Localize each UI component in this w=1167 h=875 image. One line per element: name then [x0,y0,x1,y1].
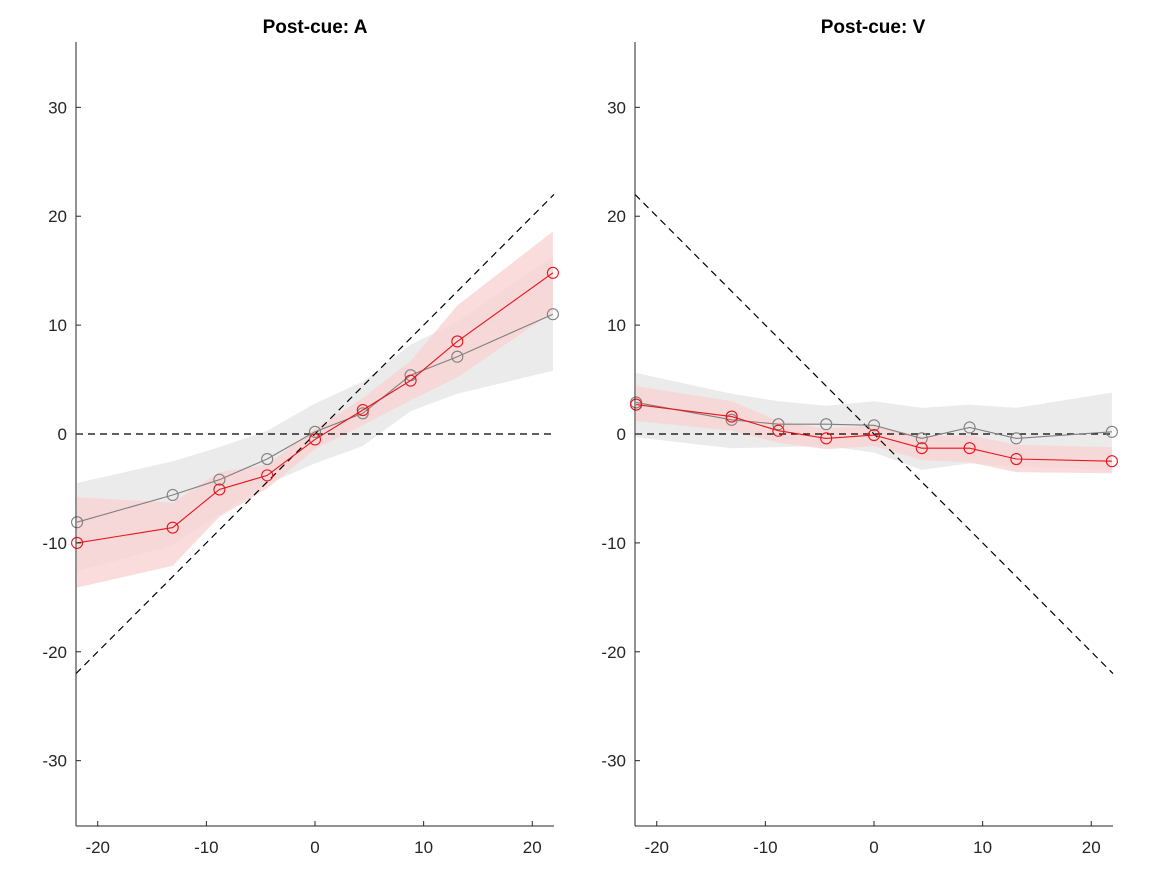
reference-line-1 [634,194,1114,674]
data-point [71,536,84,549]
data-point [963,421,976,434]
y-tick-label: -10 [42,534,67,553]
x-tick-label: -20 [85,838,110,857]
data-point [725,413,738,426]
series-line-1 [77,272,554,544]
data-point [1105,455,1118,468]
data-point [546,308,559,321]
data-point [451,335,464,348]
y-tick-label: 10 [607,316,626,335]
x-tick-label: -20 [644,838,669,857]
panel-post-cue-v: Post-cue: V -30 -20 -10 0 10 20 30 -20 -10 0 10 20 [601,17,1118,857]
x-tick-label: -10 [194,838,219,857]
data-point [356,403,369,417]
x-tick-label: 20 [1082,838,1101,857]
data-point [725,410,738,423]
data-point [820,432,833,445]
x-tick-label: 0 [310,838,319,857]
data-point [308,433,322,446]
data-point [772,424,785,437]
data-point [451,350,464,363]
panel-title: Post-cue: V [821,17,926,38]
data-point [772,418,785,431]
x-tick-label: 10 [414,838,433,857]
series-line-1 [636,404,1112,462]
y-tick-label: -30 [42,752,67,771]
data-point [261,452,274,466]
data-point [546,266,559,279]
data-point [630,398,643,411]
y-tick-label: 0 [58,425,67,444]
y-tick-label: 0 [617,425,626,444]
data-point [867,429,881,442]
data-point [213,483,226,496]
panel-post-cue-a: Post-cue: A -30 -20 -10 0 10 20 30 -20 -10 0 10 20 [42,17,559,857]
x-tick-label: 20 [523,838,542,857]
data-point [915,432,928,445]
series-line-0 [76,313,554,523]
confidence-band-1 [77,231,553,588]
data-point [963,442,976,455]
y-tick-label: 30 [607,98,626,117]
data-point [308,425,322,438]
data-point [404,374,417,387]
data-point [1010,452,1023,466]
y-tick-label: -20 [601,643,626,662]
data-point [166,488,179,502]
y-tick-label: -20 [42,643,67,662]
x-tick-label: -10 [753,838,778,857]
data-point [261,469,274,482]
panel-title: Post-cue: A [263,17,368,38]
data-point [213,473,226,486]
y-tick-label: 10 [48,316,67,335]
data-point [1010,432,1023,445]
data-point [915,442,928,455]
y-tick-label: 30 [48,98,67,117]
data-point [166,521,179,534]
data-point [867,419,881,432]
y-tick-label: -30 [601,752,626,771]
y-tick-label: 20 [48,207,67,226]
y-tick-label: 20 [607,207,626,226]
data-point [1105,425,1118,438]
data-point [820,418,833,431]
x-tick-label: 10 [973,838,992,857]
x-tick-label: 0 [869,838,878,857]
y-tick-label: -10 [601,534,626,553]
data-point [71,516,84,529]
